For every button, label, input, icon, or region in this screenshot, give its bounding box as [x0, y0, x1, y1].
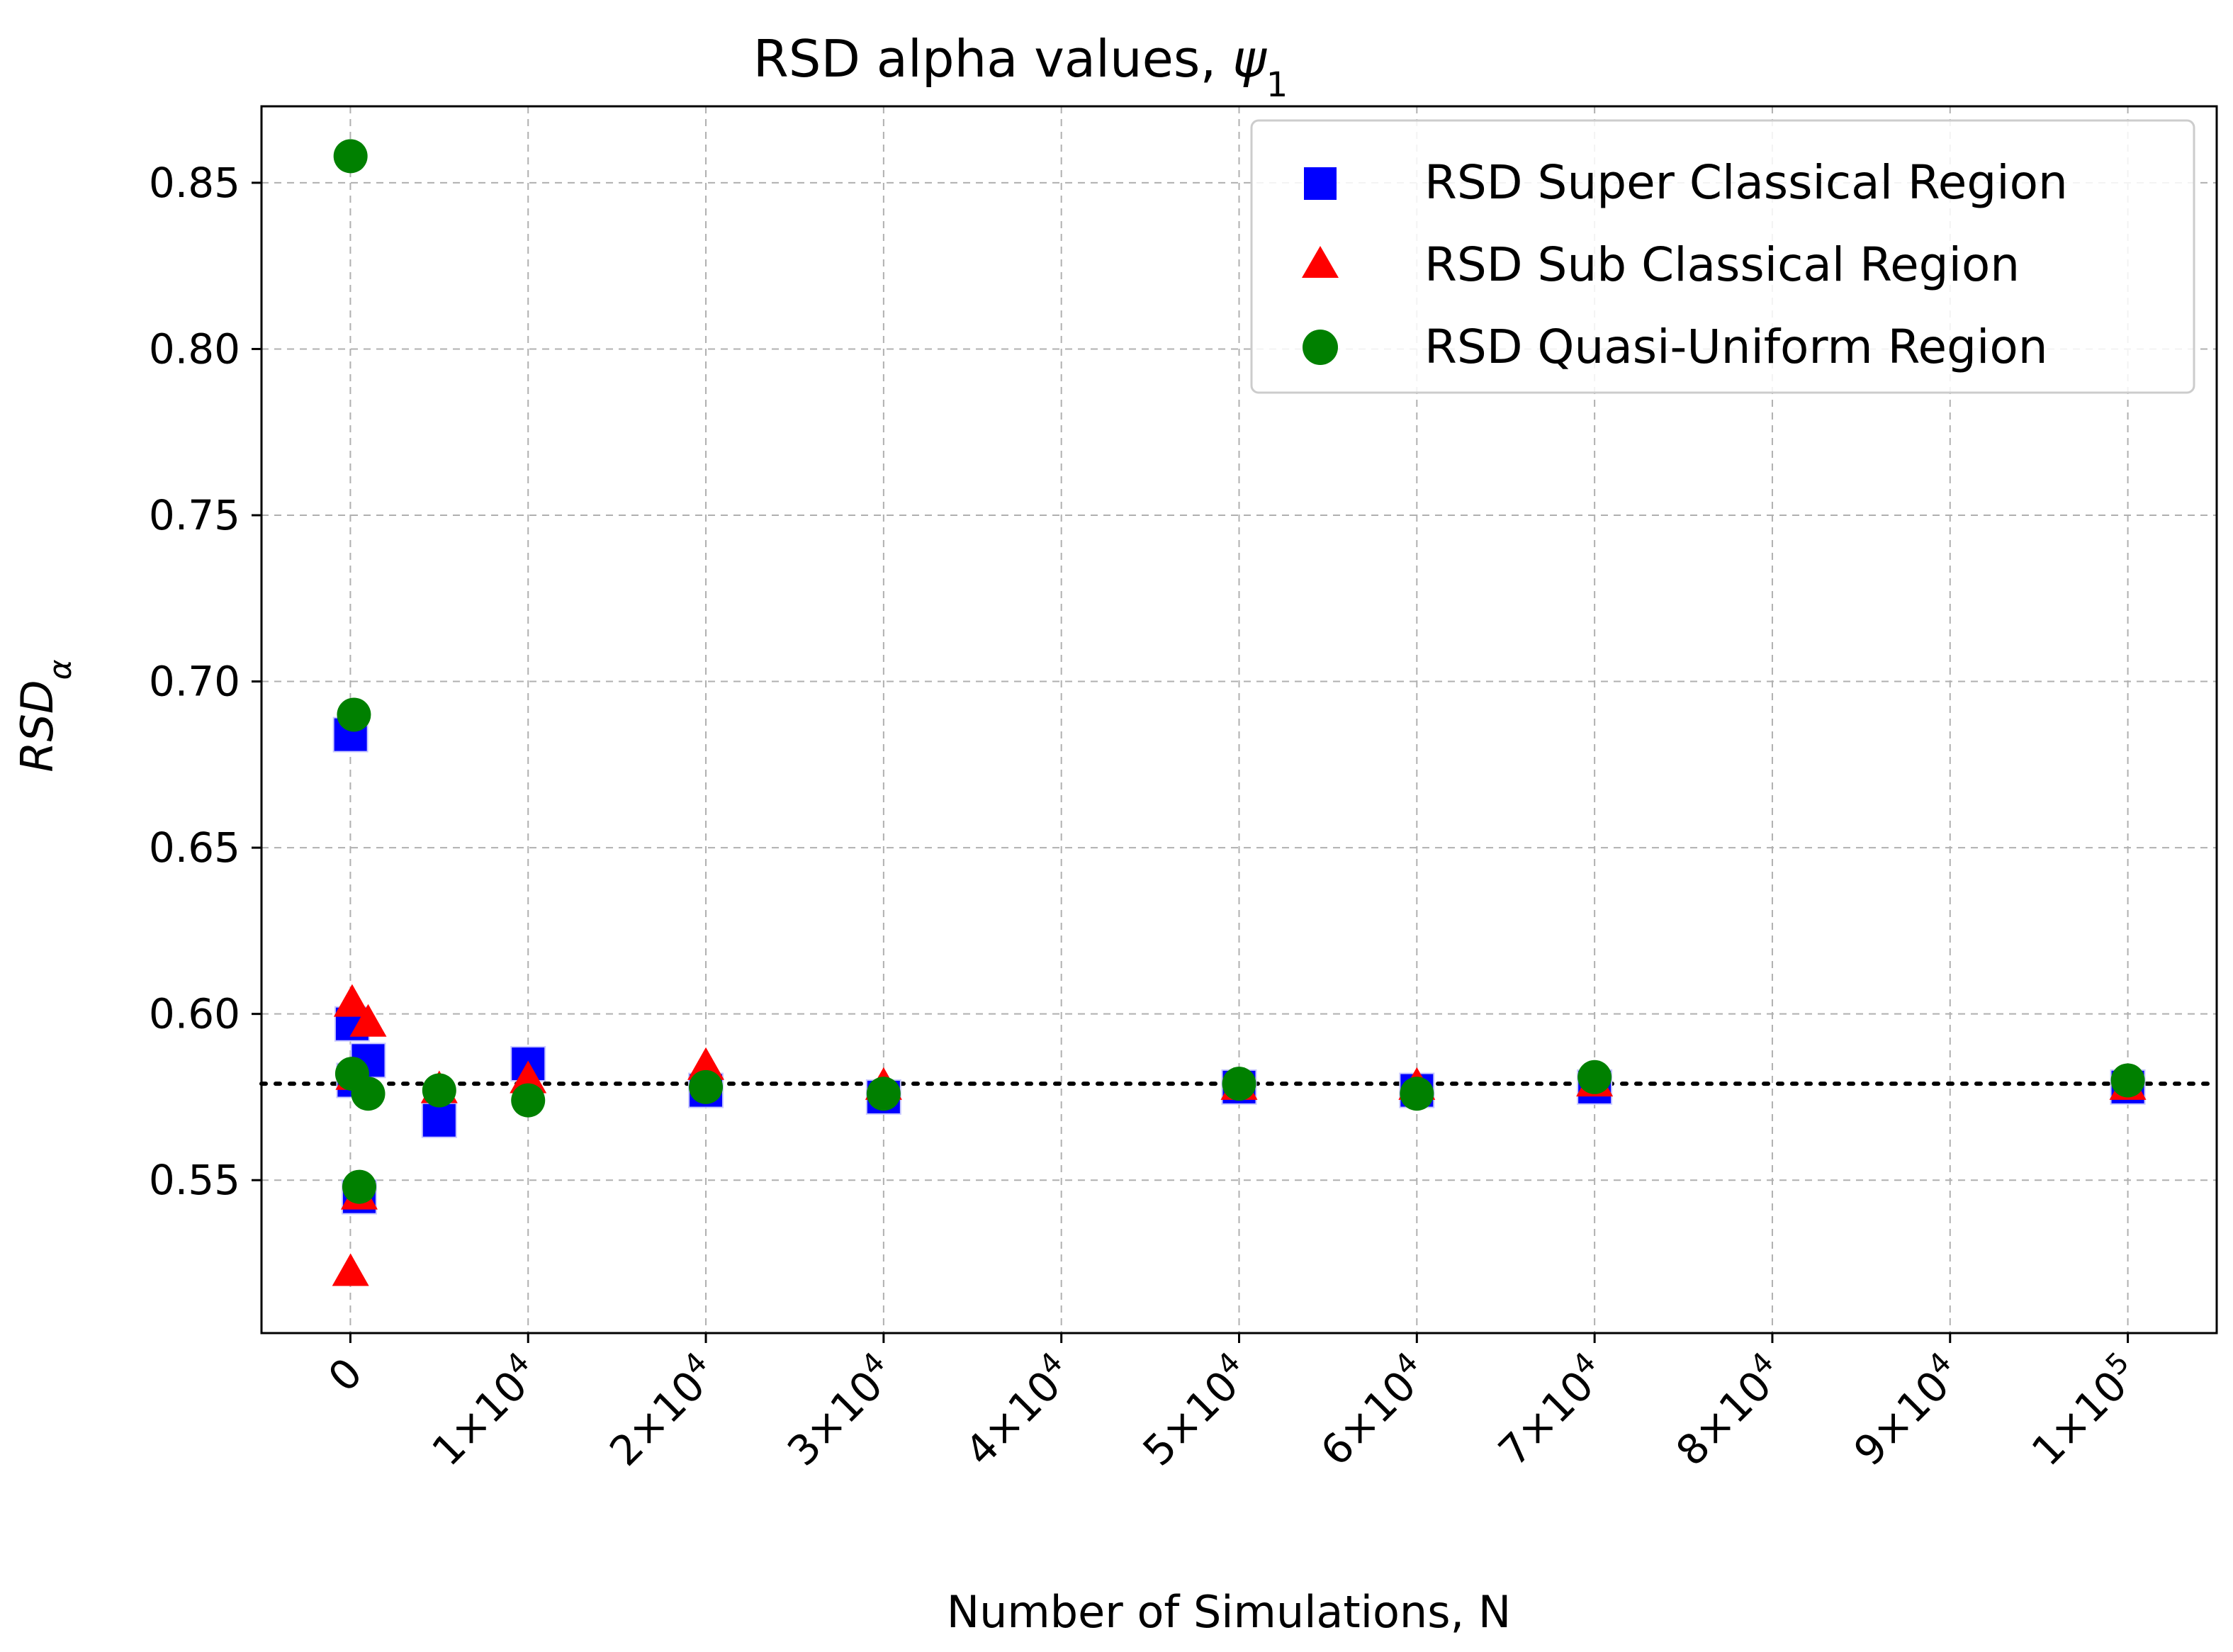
- x-tick-label: 1×105: [2020, 1346, 2149, 1475]
- y-tick-label: 0.85: [149, 159, 240, 207]
- x-tick-label: 4×104: [953, 1346, 1082, 1475]
- legend-marker-triangle: [1302, 246, 1339, 278]
- data-point-square: [421, 1102, 457, 1138]
- x-tick-label: 9×104: [1842, 1346, 1971, 1475]
- data-point-circle: [1577, 1060, 1612, 1094]
- chart-title: RSD alpha values, ψ1: [753, 29, 1288, 105]
- data-point-circle: [333, 139, 368, 174]
- legend-marker-circle: [1303, 330, 1338, 365]
- legend-label-quasi-uniform: RSD Quasi-Uniform Region: [1424, 320, 2048, 374]
- y-tick-label: 0.65: [149, 824, 240, 872]
- x-axis-title: Number of Simulations, N: [947, 1586, 1512, 1638]
- y-axis-title: RSDα: [11, 659, 79, 772]
- x-tick-label: 8×104: [1665, 1346, 1794, 1475]
- y-axis-ticks: 0.55 0.60 0.65 0.70 0.75 0.80 0.85: [149, 159, 261, 1204]
- data-points: [332, 139, 2147, 1286]
- series-circle: [333, 139, 2145, 1204]
- data-point-circle: [511, 1083, 546, 1118]
- legend-label-super-classical: RSD Super Classical Region: [1424, 155, 2068, 210]
- x-tick-label: 7×104: [1487, 1346, 1616, 1475]
- data-point-circle: [689, 1069, 724, 1104]
- y-tick-label: 0.55: [149, 1156, 240, 1204]
- x-tick-label: 5×104: [1131, 1346, 1260, 1475]
- data-point-circle: [422, 1073, 456, 1108]
- y-tick-label: 0.75: [149, 491, 240, 539]
- legend-label-sub-classical: RSD Sub Classical Region: [1424, 237, 2020, 292]
- data-point-circle: [2110, 1063, 2145, 1098]
- data-point-circle: [351, 1077, 386, 1111]
- x-axis-ticks: 0 1×104 2×104 3×104 4×104 5×104 6×104 7×104 8×10…: [319, 1333, 2149, 1476]
- y-axis-title-subscript: α: [43, 659, 79, 680]
- data-point-circle: [1222, 1067, 1256, 1101]
- data-point-triangle: [510, 1060, 547, 1094]
- legend-frame: [1250, 119, 2195, 394]
- data-point-triangle: [333, 984, 371, 1017]
- x-tick-label-base: 0: [319, 1349, 371, 1401]
- data-point-circle: [342, 1169, 376, 1204]
- data-point-circle: [1400, 1077, 1434, 1111]
- chart-title-subscript: 1: [1266, 65, 1288, 105]
- y-tick-label: 0.70: [149, 658, 240, 706]
- data-point-triangle: [687, 1047, 725, 1080]
- data-point-circle: [866, 1077, 901, 1111]
- data-point-triangle: [332, 1253, 369, 1286]
- chart-title-symbol: ψ: [1232, 29, 1267, 89]
- x-tick-label: 6×104: [1309, 1346, 1438, 1475]
- x-tick-label: 2×104: [598, 1346, 727, 1475]
- data-point-circle: [337, 697, 371, 732]
- legend: RSD Super Classical Region RSD Sub Class…: [1250, 119, 2195, 394]
- x-tick-label: 0: [319, 1349, 371, 1401]
- y-axis-title-main: RSD: [11, 680, 63, 772]
- y-tick-label: 0.80: [149, 325, 240, 373]
- x-tick-label: 1×104: [420, 1346, 549, 1475]
- chart-title-text: RSD alpha values,: [753, 29, 1232, 89]
- y-tick-label: 0.60: [149, 990, 240, 1038]
- data-point-triangle: [349, 1004, 387, 1037]
- legend-marker-square: [1304, 167, 1337, 200]
- x-tick-label: 3×104: [775, 1346, 904, 1475]
